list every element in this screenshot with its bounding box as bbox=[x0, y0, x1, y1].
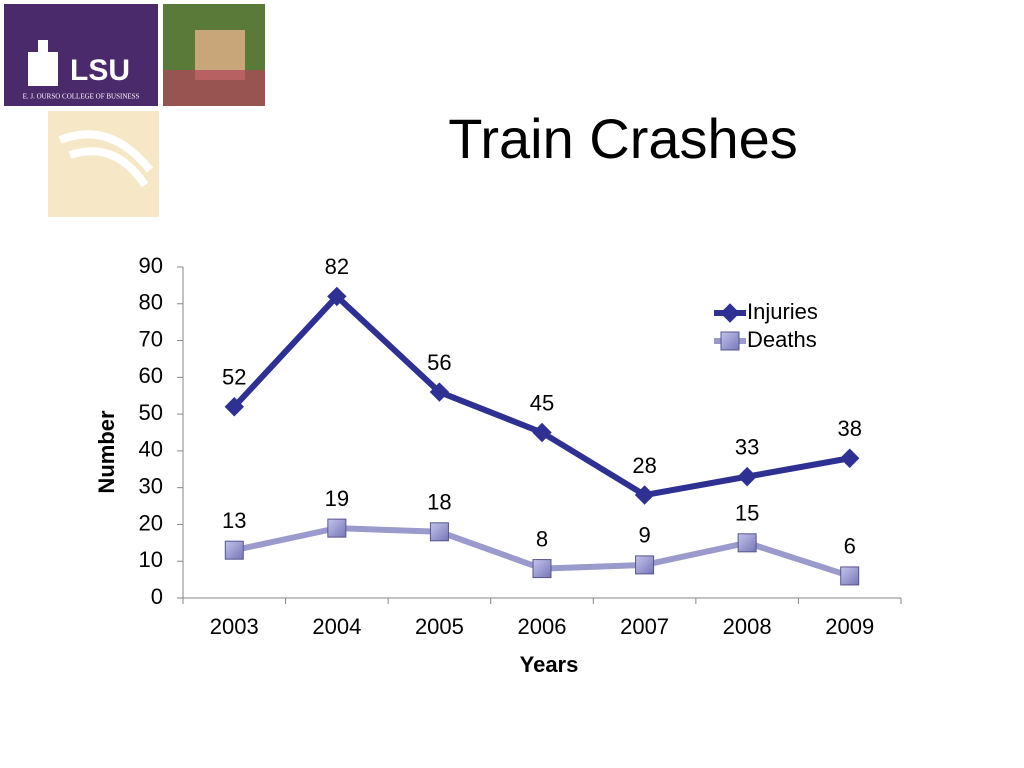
y-tick-label: 80 bbox=[139, 290, 163, 315]
y-axis-label: Number bbox=[94, 410, 119, 494]
data-point bbox=[532, 422, 552, 443]
x-axis-label: Years bbox=[520, 652, 579, 677]
data-point bbox=[327, 518, 347, 538]
x-tick-label: 2008 bbox=[723, 614, 772, 639]
data-label: 28 bbox=[632, 453, 656, 478]
legend-marker bbox=[720, 303, 740, 323]
data-label: 13 bbox=[222, 508, 246, 533]
data-point bbox=[737, 466, 757, 487]
data-label: 6 bbox=[844, 534, 856, 559]
data-point bbox=[327, 286, 347, 307]
data-label: 33 bbox=[735, 434, 759, 459]
y-tick-label: 40 bbox=[139, 437, 163, 462]
data-point bbox=[429, 382, 450, 402]
data-point bbox=[737, 533, 757, 553]
x-tick-label: 2006 bbox=[518, 614, 567, 639]
data-label: 15 bbox=[735, 501, 759, 526]
logo: LSU E. J. OURSO COLLEGE OF BUSINESS bbox=[4, 4, 265, 217]
chart-title: Train Crashes bbox=[448, 107, 798, 170]
data-label: 56 bbox=[427, 350, 451, 375]
deco-swoosh bbox=[58, 130, 154, 188]
y-tick-label: 60 bbox=[139, 363, 163, 388]
data-point bbox=[429, 522, 449, 542]
data-point bbox=[224, 397, 244, 417]
x-tick-label: 2009 bbox=[825, 614, 874, 639]
data-label: 18 bbox=[427, 490, 451, 515]
y-tick-label: 10 bbox=[139, 547, 163, 572]
x-tick-label: 2004 bbox=[312, 614, 361, 639]
data-point bbox=[634, 485, 655, 505]
data-label: 9 bbox=[638, 523, 650, 548]
y-tick-label: 20 bbox=[139, 510, 163, 535]
logo-tower bbox=[38, 40, 48, 54]
y-tick-label: 30 bbox=[139, 473, 163, 498]
logo-subtitle: E. J. OURSO COLLEGE OF BUSINESS bbox=[23, 93, 140, 101]
x-tick-label: 2003 bbox=[210, 614, 259, 639]
x-tick-label: 2007 bbox=[620, 614, 669, 639]
y-tick-label: 70 bbox=[139, 326, 163, 351]
legend-label: Injuries bbox=[747, 299, 818, 324]
data-label: 82 bbox=[325, 254, 349, 279]
data-point bbox=[532, 559, 552, 579]
data-point bbox=[635, 555, 655, 575]
data-label: 52 bbox=[222, 365, 246, 390]
legend-label: Deaths bbox=[747, 327, 817, 352]
data-label: 38 bbox=[837, 416, 861, 441]
data-label: 19 bbox=[325, 486, 349, 511]
logo-building bbox=[28, 52, 58, 86]
data-label: 8 bbox=[536, 526, 548, 551]
y-tick-label: 0 bbox=[151, 584, 163, 609]
logo-name: LSU bbox=[70, 54, 130, 87]
data-point bbox=[840, 566, 860, 586]
data-point bbox=[224, 540, 244, 560]
legend-marker bbox=[720, 331, 740, 351]
y-tick-label: 90 bbox=[139, 253, 163, 278]
data-point bbox=[840, 448, 860, 468]
photo-flowers bbox=[163, 70, 265, 106]
y-tick-label: 50 bbox=[139, 400, 163, 425]
x-tick-label: 2005 bbox=[415, 614, 464, 639]
data-label: 45 bbox=[530, 390, 554, 415]
